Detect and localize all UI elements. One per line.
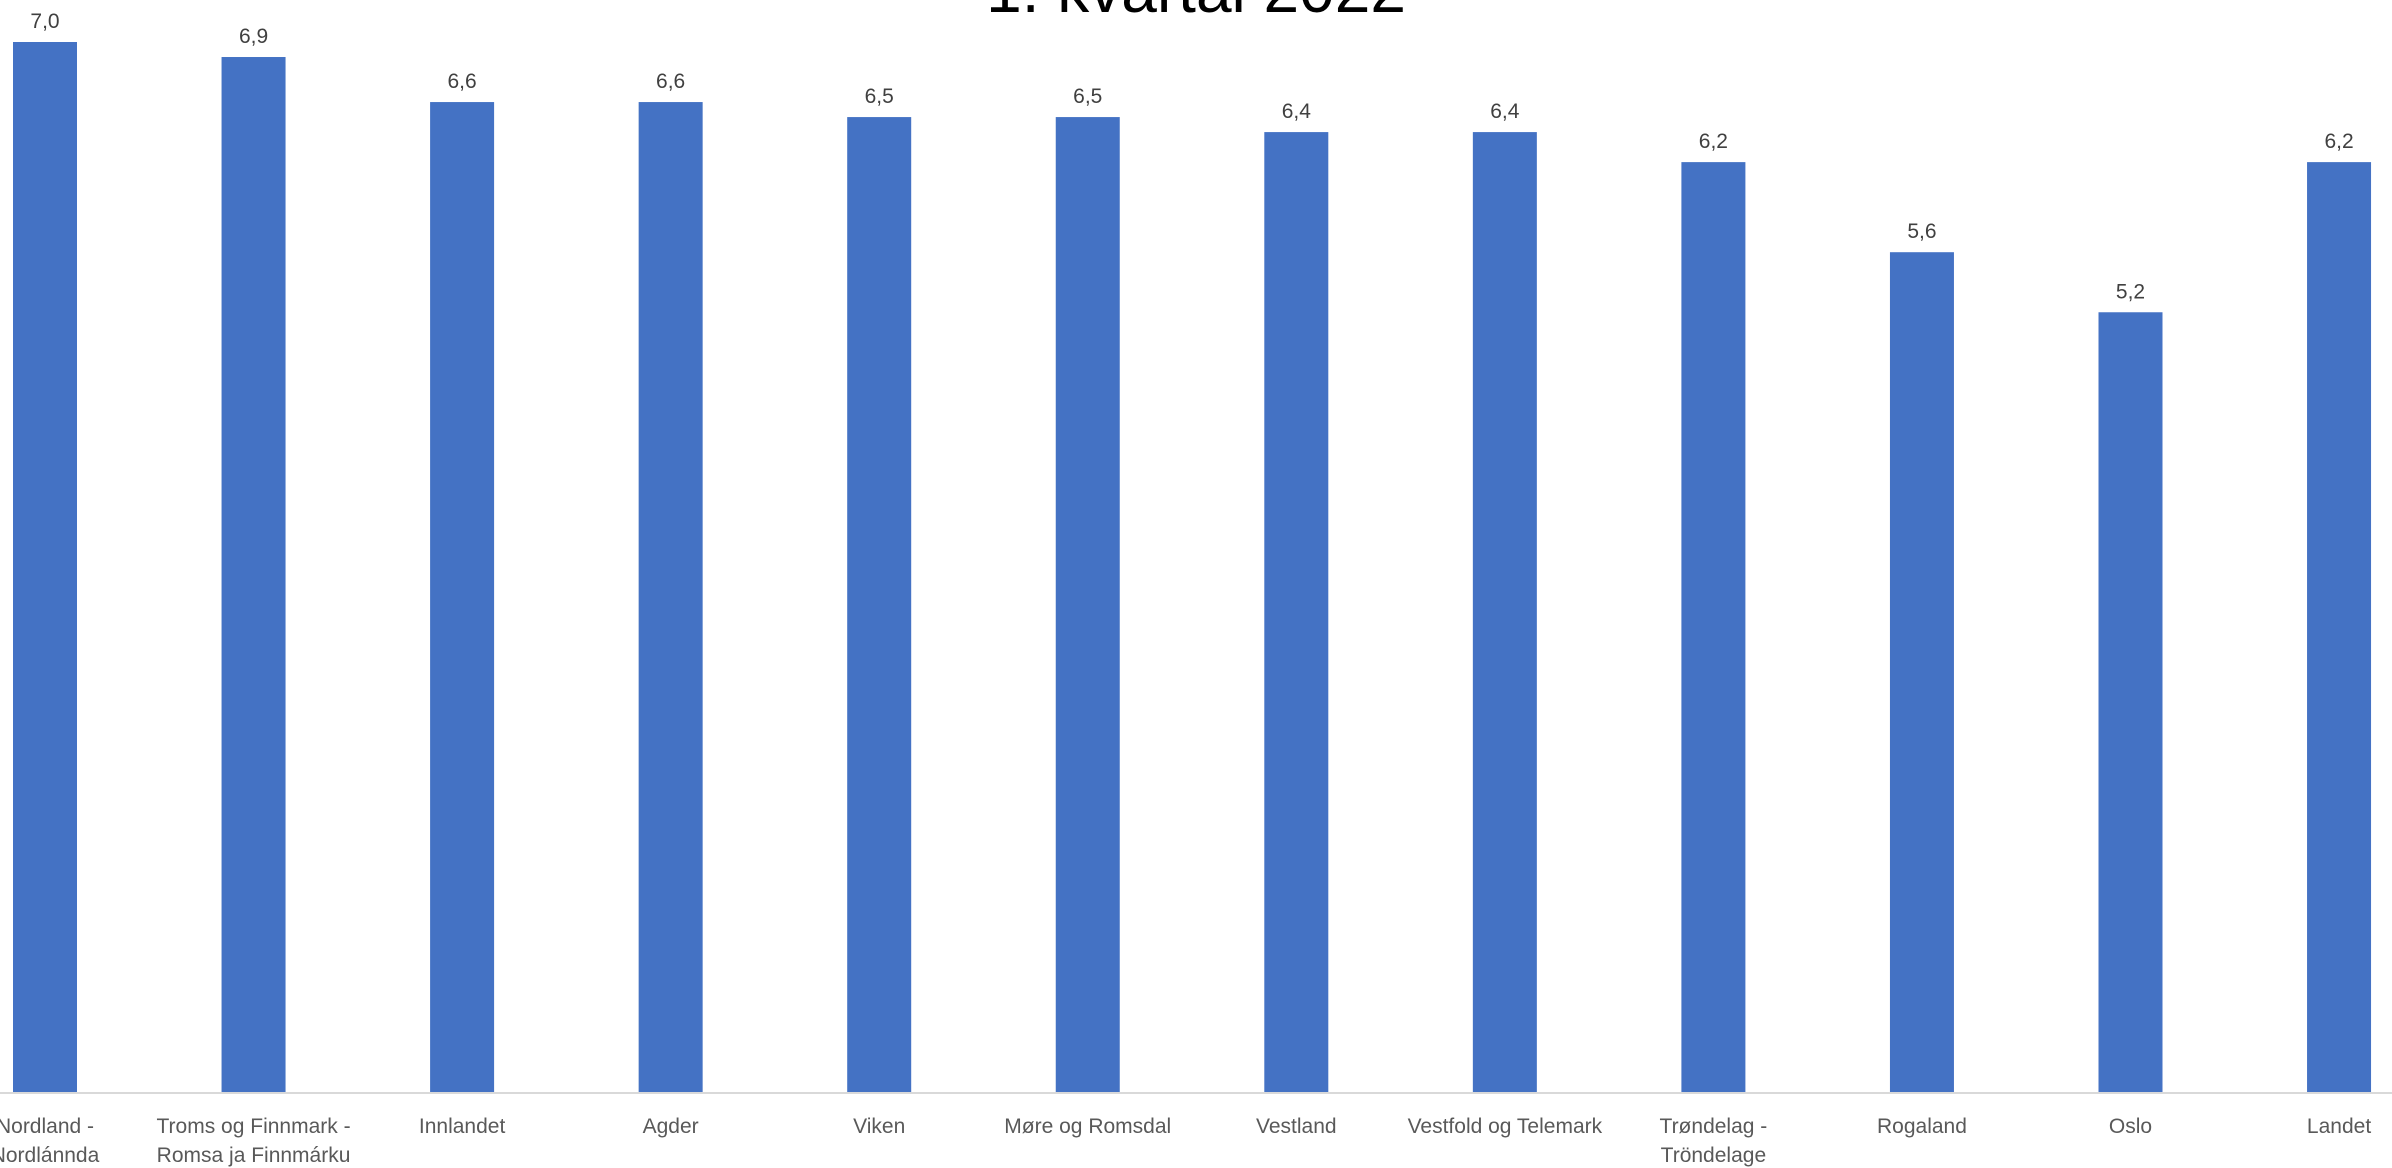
category-label: Rogaland [1877, 1115, 1967, 1138]
data-label: 6,4 [1282, 100, 1312, 123]
bar [1055, 117, 1120, 1094]
category-label: Innlandet [419, 1115, 506, 1138]
category-label: Agder [643, 1115, 699, 1138]
category-label: Nordland - [0, 1115, 94, 1138]
category-label: Romsa ja Finnmárku [157, 1144, 351, 1167]
bar [2098, 312, 2163, 1093]
data-label: 6,9 [239, 25, 268, 48]
category-label: Oslo [2109, 1115, 2152, 1138]
category-label: Tröndelage [1661, 1144, 1766, 1167]
data-label: 6,2 [1699, 130, 1728, 153]
data-label: 6,5 [865, 85, 894, 108]
data-label: 6,2 [2324, 130, 2353, 153]
category-labels: Nordland - Nordlánnda Troms og Finnmark - R… [0, 1115, 2371, 1167]
data-label: 7,0 [30, 10, 59, 33]
bar [847, 117, 912, 1094]
category-label: Møre og Romsdal [1004, 1115, 1171, 1138]
data-label: 5,6 [1907, 220, 1936, 243]
data-label: 6,6 [656, 70, 685, 93]
bar [2307, 162, 2372, 1094]
bar [638, 102, 703, 1094]
bar [430, 102, 495, 1094]
bars [13, 42, 2372, 1094]
category-label: Nordlánnda [0, 1144, 100, 1167]
category-label: Vestfold og Telemark [1408, 1115, 1603, 1138]
bar [13, 42, 77, 1093]
data-label: 5,2 [2116, 280, 2145, 303]
data-label: 6,4 [1490, 100, 1520, 123]
category-label: Landet [2307, 1115, 2371, 1138]
bar [1681, 162, 1746, 1094]
bar [221, 57, 286, 1094]
category-label: Viken [853, 1115, 905, 1138]
bar [1472, 132, 1537, 1094]
bar [1264, 132, 1329, 1094]
data-labels: 7,0 6,9 6,6 6,6 6,5 6,5 6,4 6,4 6,2 5,6 5,2 6,2 [30, 10, 2353, 303]
category-label: Trøndelag - [1660, 1115, 1768, 1138]
bar [1889, 252, 1954, 1093]
data-label: 6,5 [1073, 85, 1102, 108]
chart-title: 1. kvartal 2022 [986, 0, 1406, 26]
data-label: 6,6 [447, 70, 476, 93]
category-label: Vestland [1256, 1115, 1337, 1138]
category-label: Troms og Finnmark - [157, 1115, 351, 1138]
